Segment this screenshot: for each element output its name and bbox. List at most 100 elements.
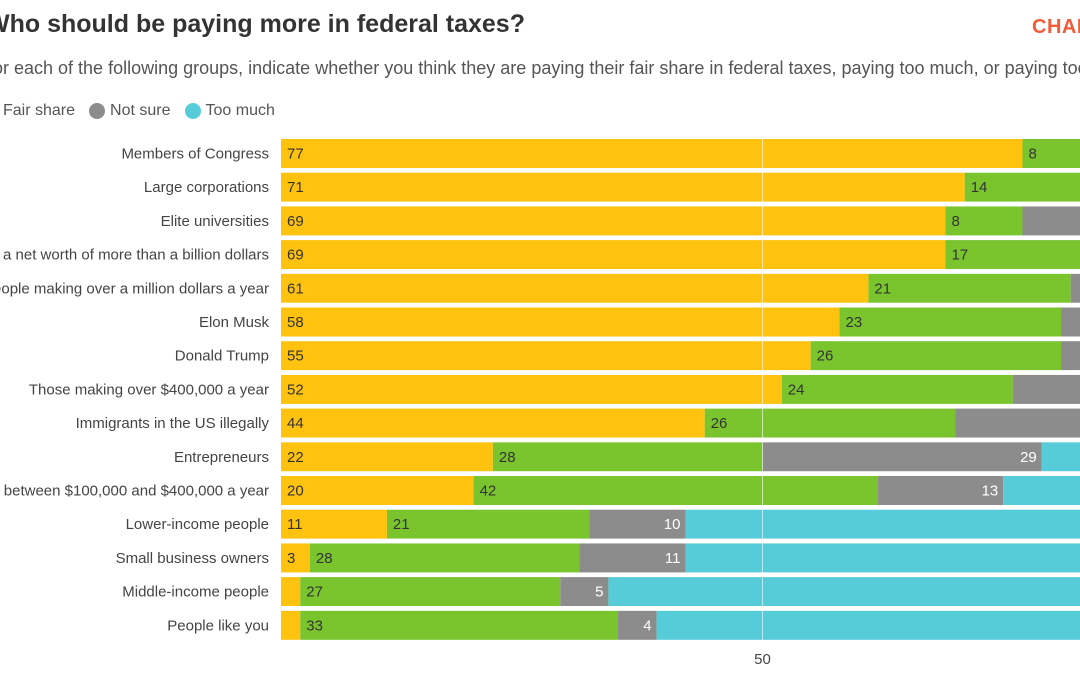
chart-title: Who should be paying more in federal tax… (0, 10, 525, 38)
bar-segment (281, 476, 474, 505)
bar-segment (579, 543, 686, 573)
bar-segment (281, 374, 782, 404)
legend-swatch-not-sure (89, 103, 106, 119)
bar-segment (781, 374, 1013, 404)
data-label: 4 (643, 617, 651, 634)
bar-segment (878, 476, 1004, 505)
data-label: 42 (480, 483, 497, 500)
bar-segment (589, 509, 686, 539)
bar-segment (281, 442, 493, 472)
category-label: People making between $100,000 and $400,… (0, 483, 269, 500)
bar-segment (762, 442, 1042, 472)
x-tick-label: 50 (754, 651, 771, 668)
brand-logo[interactable]: CHANGE (1032, 16, 1080, 38)
bar-segment (281, 408, 705, 438)
bar-segment (281, 240, 946, 270)
legend-label-not-sure: Not sure (110, 102, 171, 119)
bar-segment (1022, 206, 1080, 236)
data-label: 13 (982, 483, 999, 500)
legend-label-fair-share: Fair share (3, 102, 76, 119)
category-label: People like you (167, 617, 269, 634)
bar-segment (656, 610, 1080, 640)
category-label: Large corporations (144, 179, 269, 196)
data-label: 22 (287, 449, 304, 466)
legend-item-not-sure: Not sure (89, 102, 171, 120)
bar-segment (1003, 476, 1080, 505)
data-label: 69 (287, 213, 304, 230)
bar-segment (839, 307, 1062, 337)
category-label: Elon Musk (199, 314, 270, 331)
bar-segment (281, 577, 301, 607)
category-label: Middle-income people (122, 584, 269, 601)
bar-segment (1041, 442, 1080, 472)
data-label: 8 (951, 213, 959, 230)
bar-segment (1022, 139, 1080, 168)
data-label: 58 (287, 314, 304, 331)
bar-segment (955, 408, 1080, 438)
category-label: People with a net worth of more than a b… (0, 247, 269, 264)
data-label: 11 (287, 516, 303, 533)
data-label: 21 (393, 516, 410, 533)
bar-segment (281, 172, 965, 202)
data-label: 5 (595, 584, 603, 601)
data-label: 24 (788, 381, 805, 398)
data-label: 11 (665, 550, 681, 567)
bar-segment (618, 610, 657, 640)
legend-item-fair-share: Fair share (0, 102, 75, 120)
data-label: 28 (499, 449, 516, 466)
data-label: 26 (817, 348, 834, 365)
bar-segment (560, 577, 609, 607)
category-label: Small business owners (116, 550, 269, 567)
bar-segment (309, 543, 580, 573)
bar-segment (685, 509, 1080, 539)
bar-segment (945, 240, 1080, 270)
data-label: 3 (287, 550, 295, 567)
legend: Fair share Not sure Too much (0, 102, 289, 120)
bar-segment (281, 206, 946, 236)
data-label: 69 (287, 247, 304, 264)
data-label: 10 (664, 516, 681, 533)
data-label: 52 (287, 381, 304, 398)
bar-segment (1070, 273, 1080, 303)
data-label: 20 (287, 483, 304, 500)
data-label: 33 (306, 617, 323, 634)
category-label: Lower-income people (126, 516, 269, 533)
category-label: Elite universities (161, 213, 269, 230)
bar-segment (1061, 307, 1080, 337)
legend-swatch-too-much (184, 103, 201, 119)
bar-segment (868, 273, 1071, 303)
bar-segment (300, 610, 619, 640)
legend-label-too-much: Too much (205, 102, 275, 119)
bar-segment (386, 509, 590, 539)
bar-segment (704, 408, 956, 438)
data-label: 29 (1020, 449, 1037, 466)
data-label: 27 (306, 584, 323, 601)
bar-segment (1012, 374, 1080, 404)
bar-segment (281, 273, 869, 303)
category-label: Those making over $400,000 a year (29, 381, 269, 398)
category-label: Immigrants in the US illegally (76, 415, 270, 432)
category-label: Members of Congress (121, 146, 269, 163)
data-label: 61 (287, 280, 304, 297)
data-label: 28 (316, 550, 333, 567)
bar-segment (685, 543, 1080, 573)
category-label: Donald Trump (175, 348, 269, 365)
data-label: 44 (287, 415, 304, 432)
bar-segment (964, 172, 1080, 202)
data-label: 21 (874, 280, 891, 297)
bar-segment (281, 509, 387, 539)
data-label: 77 (287, 146, 304, 163)
bar-segment (281, 543, 310, 573)
bar-segment (492, 442, 763, 472)
data-label: 71 (287, 179, 304, 196)
category-label: People making over a million dollars a y… (0, 280, 269, 297)
bar-segment (281, 341, 811, 371)
bars-group (281, 139, 1080, 640)
legend-item-too-much: Too much (184, 102, 275, 120)
data-label: 55 (287, 348, 304, 365)
bar-segment (281, 139, 1023, 168)
data-label: 23 (846, 314, 863, 331)
bar-segment (473, 476, 879, 505)
bar-segment (945, 206, 1023, 236)
